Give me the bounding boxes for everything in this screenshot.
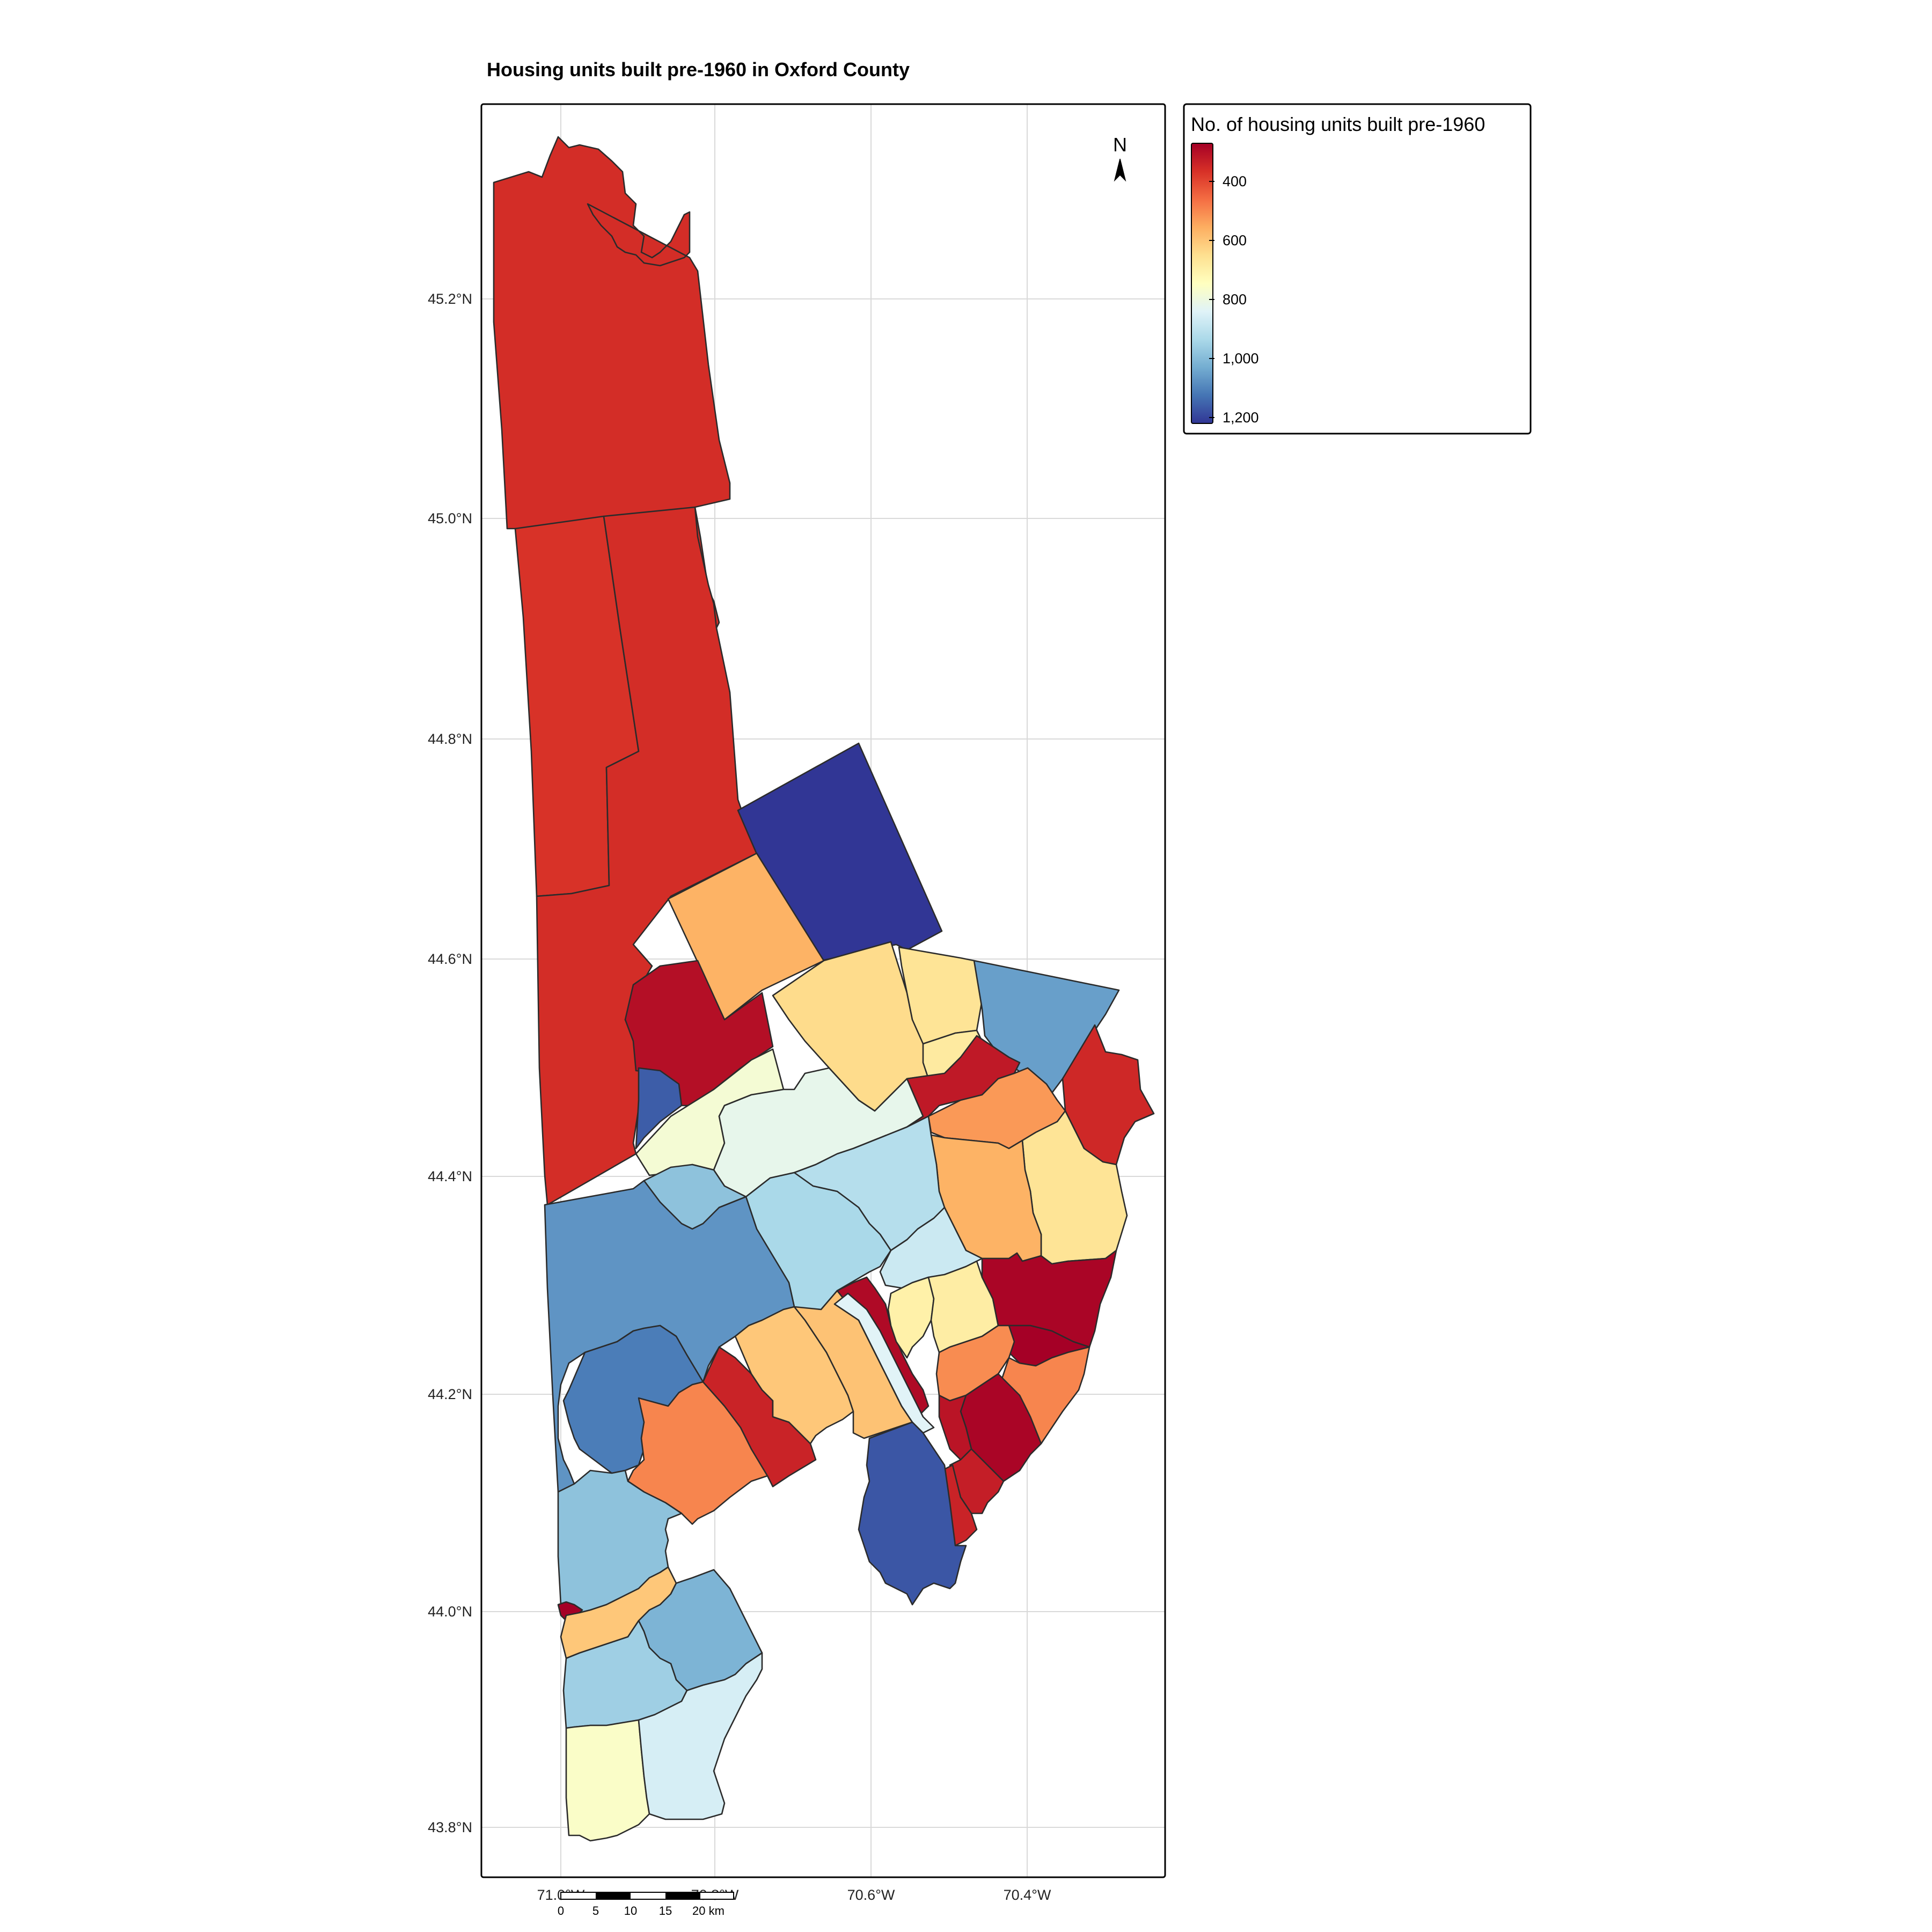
lon-tick-label: 70.4°W [1004, 1887, 1051, 1903]
lat-tick-label: 44.6°N [428, 951, 472, 967]
scale-bar: 0 5 10 15 20 km [558, 1892, 734, 1918]
lat-tick-label: 44.0°N [428, 1604, 472, 1620]
scale-bar-frame [560, 1892, 734, 1900]
region-sw-pale-yellow[interactable] [565, 1719, 650, 1842]
scale-bar-segment [665, 1892, 700, 1899]
lon-tick-label: 70.6°W [847, 1887, 895, 1903]
scale-bar-label: 5 [592, 1904, 599, 1918]
legend-colorbar [1191, 143, 1213, 424]
county-subdivisions [493, 136, 1155, 1842]
north-arrow-label: N [1113, 134, 1127, 156]
panel-frame [480, 103, 1166, 1878]
legend-tick-label: 400 [1223, 173, 1247, 189]
legend-tick-label: 1,000 [1223, 350, 1259, 367]
scale-bar-label: 15 [659, 1904, 672, 1918]
legend-title: No. of housing units built pre-1960 [1191, 113, 1485, 135]
lat-tick-label: 43.8°N [428, 1819, 472, 1835]
region-se-blue[interactable] [858, 1421, 967, 1606]
legend-frame [1183, 103, 1532, 435]
scale-bar-label: 20 km [692, 1904, 724, 1918]
lat-tick-label: 44.2°N [428, 1386, 472, 1402]
lon-axis: 71.0°W 70.8°W 70.6°W 70.4°W [537, 1887, 1051, 1903]
legend-tick-label: 800 [1223, 291, 1247, 308]
legend-tick-label: 1,200 [1223, 409, 1259, 426]
legend: No. of housing units built pre-1960 400 … [1183, 103, 1532, 435]
map-title: Housing units built pre-1960 in Oxford C… [487, 58, 910, 80]
lat-tick-label: 44.8°N [428, 731, 472, 747]
lat-tick-label: 45.2°N [428, 291, 472, 307]
scale-bar-label: 10 [624, 1904, 637, 1918]
region-center-yellow[interactable] [887, 1276, 935, 1359]
region-sw-pale-cyan[interactable] [638, 1652, 763, 1820]
region-west-big-blue[interactable] [544, 1180, 795, 1493]
north-arrow-icon [1114, 158, 1126, 182]
legend-tick-label: 600 [1223, 232, 1247, 248]
region-small-blue[interactable] [635, 1067, 683, 1150]
lat-tick-label: 45.0°N [428, 510, 472, 526]
scale-bar-segment [596, 1892, 631, 1899]
region-center-orange[interactable] [734, 1306, 854, 1445]
region-center-green[interactable] [833, 1292, 935, 1434]
north-arrow: N [1113, 134, 1127, 182]
map-panel: N [480, 103, 1166, 1878]
scale-bar-label: 0 [558, 1904, 564, 1918]
lat-axis: 45.2°N 45.0°N 44.8°N 44.6°N 44.4°N 44.2°… [428, 291, 472, 1835]
lat-tick-label: 44.4°N [428, 1168, 472, 1184]
